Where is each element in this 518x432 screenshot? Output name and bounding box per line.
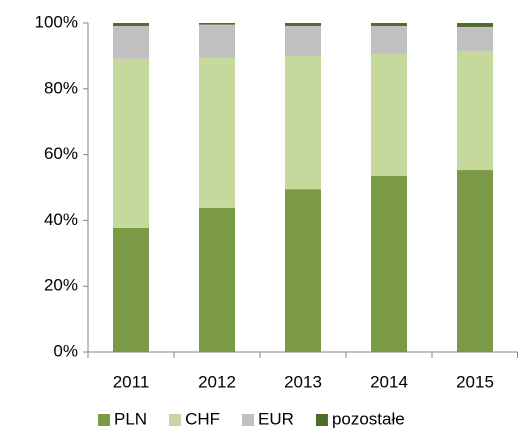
bar-segment [371, 23, 407, 26]
bar-segment [199, 24, 235, 58]
bar-segment [285, 25, 321, 56]
bar-segment [199, 57, 235, 208]
y-tick-label: 0% [53, 341, 78, 360]
bar-segment [113, 58, 149, 228]
bar-segment [113, 25, 149, 59]
bar-segment [457, 23, 493, 27]
bar-segment [457, 50, 493, 171]
legend-label: pozostałe [332, 409, 405, 428]
legend-label: CHF [185, 409, 220, 428]
bar-segment [457, 26, 493, 51]
bar-segment [371, 175, 407, 352]
bar-segment [285, 189, 321, 352]
x-tick-label: 2012 [198, 372, 236, 391]
legend-swatch [98, 414, 110, 426]
bar-segment [285, 55, 321, 190]
legend-swatch [169, 414, 182, 426]
y-tick-label: 60% [44, 144, 78, 163]
bar-segment [371, 25, 407, 54]
legend-label: EUR [258, 409, 294, 428]
y-tick-label: 40% [44, 210, 78, 229]
bar-segment [113, 227, 149, 352]
legend-swatch [315, 414, 328, 426]
legend-swatch [242, 414, 255, 426]
legend-label: PLN [114, 409, 147, 428]
bar-segment [285, 23, 321, 26]
bar-segment [199, 207, 235, 352]
y-tick-label: 80% [44, 78, 78, 97]
bar-segment [371, 53, 407, 176]
bar-segment [457, 170, 493, 352]
x-tick-label: 2011 [113, 372, 150, 391]
bar-segment [113, 23, 149, 26]
y-tick-label: 20% [44, 276, 78, 295]
y-tick-label: 100% [35, 12, 78, 31]
x-tick-label: 2013 [284, 372, 322, 391]
x-tick-label: 2015 [456, 372, 494, 391]
bar-segment [199, 23, 235, 25]
x-tick-label: 2014 [370, 372, 408, 391]
